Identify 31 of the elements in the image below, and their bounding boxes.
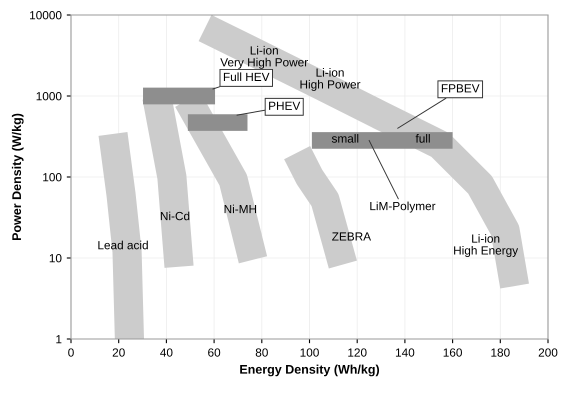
x-axis-title: Energy Density (Wh/kg): [240, 364, 380, 376]
annotation: Full HEV: [224, 72, 270, 82]
y-tick-label: 1000: [36, 92, 62, 100]
annotation: Li-ion High Power: [300, 68, 360, 91]
x-tick-label: 100: [300, 348, 319, 357]
annotation: Li-ion Very High Power: [220, 46, 308, 69]
annotation: Ni-MH: [224, 204, 256, 214]
annotation: Li-ion High Energy: [454, 234, 518, 257]
annotation: full: [416, 134, 430, 143]
x-tick-label: 20: [112, 348, 125, 357]
x-tick-label: 60: [208, 348, 220, 357]
x-tick-label: 200: [538, 348, 558, 357]
x-tick-label: 40: [160, 348, 173, 357]
y-tick-label: 100: [43, 173, 62, 182]
x-tick-label: 0: [68, 348, 74, 357]
annotation: FPBEV: [442, 84, 480, 92]
annotation: Lead acid: [98, 240, 148, 250]
x-tick-label: 180: [491, 348, 510, 357]
annotation: Ni-Cd: [160, 212, 190, 220]
annotation: small: [332, 134, 358, 143]
y-tick-label: 1: [56, 335, 62, 344]
x-tick-label: 140: [396, 348, 414, 357]
annotation: PHEV: [269, 102, 300, 110]
y-tick-label: 10000: [30, 11, 62, 20]
y-axis-title: Power Density (W/kg): [12, 114, 24, 240]
x-tick-label: 120: [348, 348, 367, 357]
x-tick-label: 80: [256, 348, 268, 357]
x-tick-label: 160: [444, 348, 462, 357]
y-tick-label: 10: [50, 254, 62, 262]
annotation: ZEBRA: [332, 232, 372, 241]
annotation: LiM-Polymer: [370, 202, 436, 213]
